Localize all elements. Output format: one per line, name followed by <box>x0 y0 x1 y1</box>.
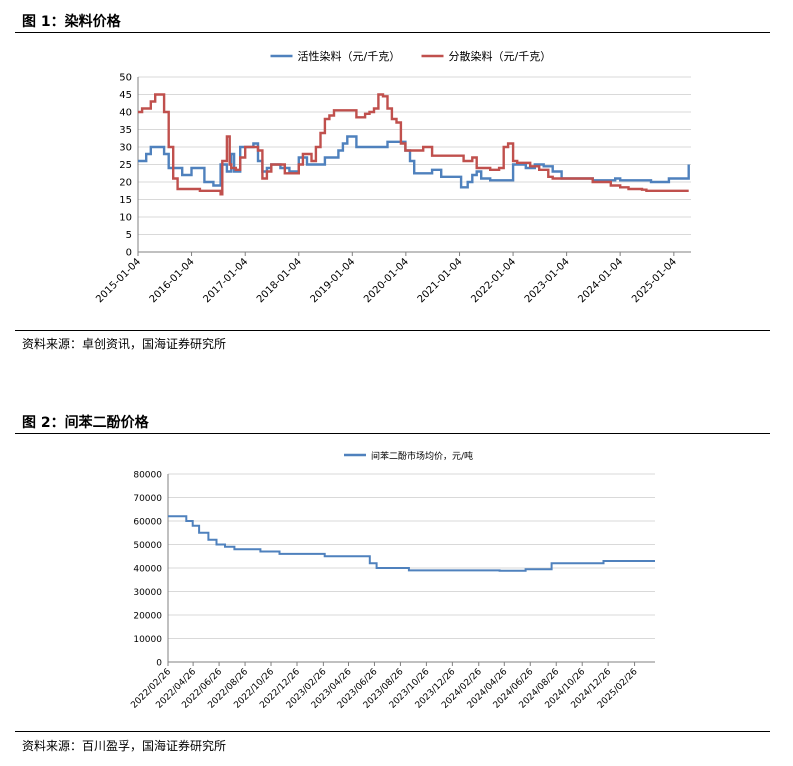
dye-chart-y-tick-label: 30 <box>119 143 132 154</box>
dye-chart-x-tick-label: 2023-01-04 <box>523 256 572 305</box>
figure-1-bottom-rule <box>15 330 770 331</box>
resorcinol-chart-y-tick-label: 20000 <box>133 612 162 622</box>
dye-chart-series-line-0 <box>138 135 690 189</box>
dye-chart-x-tick-label: 2017-01-04 <box>201 256 250 305</box>
resorcinol-chart-y-tick-label: 40000 <box>133 565 162 575</box>
figure-2-source: 资料来源：百川盈孚，国海证券研究所 <box>22 739 227 753</box>
dye-price-chart: 0 5 10 15 20 25 30 35 40 45 50 2015-01-04 2016-01-04… <box>94 49 691 305</box>
dye-chart-x-tick-label: 2015-01-04 <box>94 256 143 305</box>
dye-chart-x-tick-label: 2025-01-04 <box>630 256 679 305</box>
resorcinol-chart-y-tick-label: 80000 <box>133 471 162 481</box>
figure-1-title: 图 1：染料价格 <box>22 14 121 30</box>
dye-chart-x-tick-label: 2018-01-04 <box>255 256 304 305</box>
dye-chart-x-tick-label: 2024-01-04 <box>576 256 625 305</box>
dye-chart-y-tick-label: 50 <box>119 73 132 84</box>
dye-chart-legend-label: 活性染料（元/千克） <box>298 49 401 63</box>
dye-chart-y-tick-label: 45 <box>119 90 132 101</box>
dye-chart-y-tick-label: 40 <box>119 108 132 119</box>
dye-chart-series-line-1 <box>138 93 689 196</box>
resorcinol-chart-y-tick-label: 30000 <box>133 588 162 598</box>
dye-chart-y-tick-label: 20 <box>119 178 132 189</box>
dye-chart-y-tick-label: 35 <box>119 125 132 136</box>
dye-chart-x-tick-label: 2016-01-04 <box>148 256 197 305</box>
resorcinol-chart-legend-label: 间苯二酚市场均价，元/吨 <box>371 450 473 462</box>
dye-chart-y-tick-label: 0 <box>126 248 132 259</box>
resorcinol-chart-y-tick-label: 50000 <box>133 541 162 551</box>
dye-chart-legend-label: 分散染料（元/千克） <box>449 49 552 63</box>
figure-2-bottom-rule <box>15 731 770 732</box>
dye-chart-x-tick-label: 2020-01-04 <box>362 256 411 305</box>
resorcinol-chart-y-tick-label: 0 <box>156 659 162 669</box>
figure-1-top-rule <box>15 32 770 33</box>
dye-chart-y-tick-label: 15 <box>119 195 132 206</box>
dye-chart-x-tick-label: 2021-01-04 <box>416 256 465 305</box>
resorcinol-chart-y-tick-label: 70000 <box>133 494 162 504</box>
dye-chart-y-tick-label: 5 <box>126 230 132 241</box>
dye-chart-x-tick-label: 2022-01-04 <box>469 256 518 305</box>
resorcinol-chart-y-tick-label: 10000 <box>133 635 162 645</box>
figure-2-title: 图 2：间苯二酚价格 <box>22 415 149 431</box>
resorcinol-chart-y-tick-label: 60000 <box>133 518 162 528</box>
dye-chart-y-tick-label: 25 <box>119 160 132 171</box>
dye-chart-x-tick-label: 2019-01-04 <box>309 256 358 305</box>
figure-2-top-rule <box>15 433 770 434</box>
resorcinol-price-chart: 0 10000 20000 30000 40000 50000 60000 70000 8000… <box>129 450 655 711</box>
dye-chart-y-tick-label: 10 <box>119 213 132 224</box>
resorcinol-chart-series-line-0 <box>168 515 655 572</box>
figure-1-source: 资料来源：卓创资讯，国海证券研究所 <box>22 337 227 351</box>
